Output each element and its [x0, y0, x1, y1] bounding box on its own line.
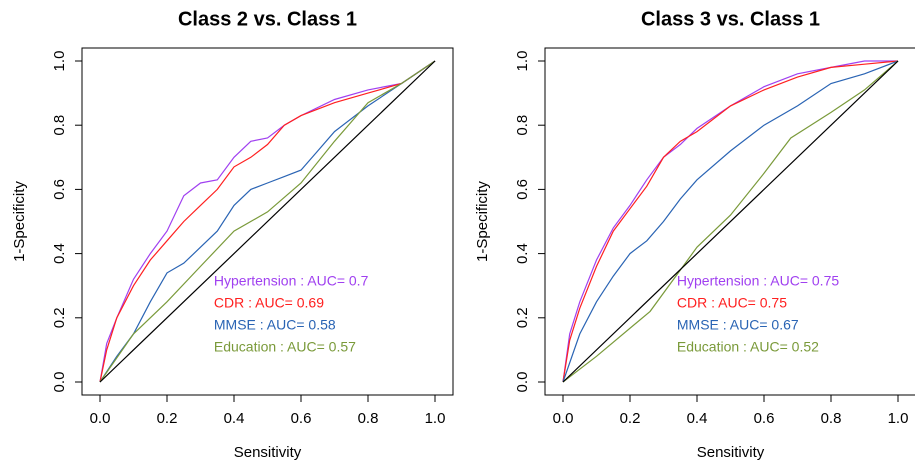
y-tick-label: 0.4 [51, 243, 68, 264]
roc-curve [99, 60, 436, 383]
y-tick-label: 0.2 [51, 307, 68, 328]
y-tick-label: 1.0 [514, 51, 531, 72]
reference-line [562, 60, 899, 383]
roc-curve [99, 60, 436, 383]
legend-entry: MMSE : AUC= 0.58 [214, 317, 336, 333]
chart-title: Class 2 vs. Class 1 [178, 8, 357, 30]
legend-entry: MMSE : AUC= 0.67 [677, 317, 799, 333]
x-tick-label: 1.0 [888, 410, 909, 427]
y-tick-label: 0.8 [514, 115, 531, 136]
roc-curve [562, 60, 899, 383]
x-tick-label: 0.8 [358, 410, 379, 427]
x-tick-label: 0.2 [620, 410, 641, 427]
chart-title: Class 3 vs. Class 1 [641, 8, 820, 30]
x-tick-label: 0.4 [224, 410, 245, 427]
x-tick-label: 0.8 [821, 410, 842, 427]
y-axis-label: 1-Specificity [474, 181, 491, 262]
x-axis-label: Sensitivity [697, 444, 765, 461]
legend-entry: CDR : AUC= 0.75 [677, 295, 787, 311]
reference-line [99, 60, 436, 383]
x-tick-label: 0.6 [754, 410, 775, 427]
legend-entry: Education : AUC= 0.57 [214, 339, 356, 355]
roc-curve [99, 60, 436, 383]
plot-frame [81, 47, 454, 396]
plot-frame [544, 47, 915, 396]
roc-curve [562, 60, 899, 383]
x-tick-label: 0.0 [90, 410, 111, 427]
roc-curve [562, 60, 898, 383]
y-tick-label: 0.0 [51, 372, 68, 393]
x-tick-label: 1.0 [425, 410, 446, 427]
legend-entry: Hypertension : AUC= 0.7 [214, 273, 369, 289]
x-tick-label: 0.2 [157, 410, 178, 427]
legend-entry: CDR : AUC= 0.69 [214, 295, 324, 311]
x-tick-label: 0.4 [687, 410, 708, 427]
y-tick-label: 0.0 [514, 372, 531, 393]
x-axis-label: Sensitivity [234, 444, 302, 461]
roc-curve [99, 60, 436, 383]
y-tick-label: 0.8 [51, 115, 68, 136]
legend-entry: Hypertension : AUC= 0.75 [677, 273, 839, 289]
x-tick-label: 0.0 [553, 410, 574, 427]
y-tick-label: 0.6 [514, 179, 531, 200]
y-tick-label: 1.0 [51, 51, 68, 72]
y-tick-label: 0.6 [51, 179, 68, 200]
legend-entry: Education : AUC= 0.52 [677, 339, 819, 355]
roc-curve [562, 60, 899, 383]
y-axis-label: 1-Specificity [11, 181, 28, 262]
x-tick-label: 0.6 [291, 410, 312, 427]
y-tick-label: 0.2 [514, 307, 531, 328]
y-tick-label: 0.4 [514, 243, 531, 264]
